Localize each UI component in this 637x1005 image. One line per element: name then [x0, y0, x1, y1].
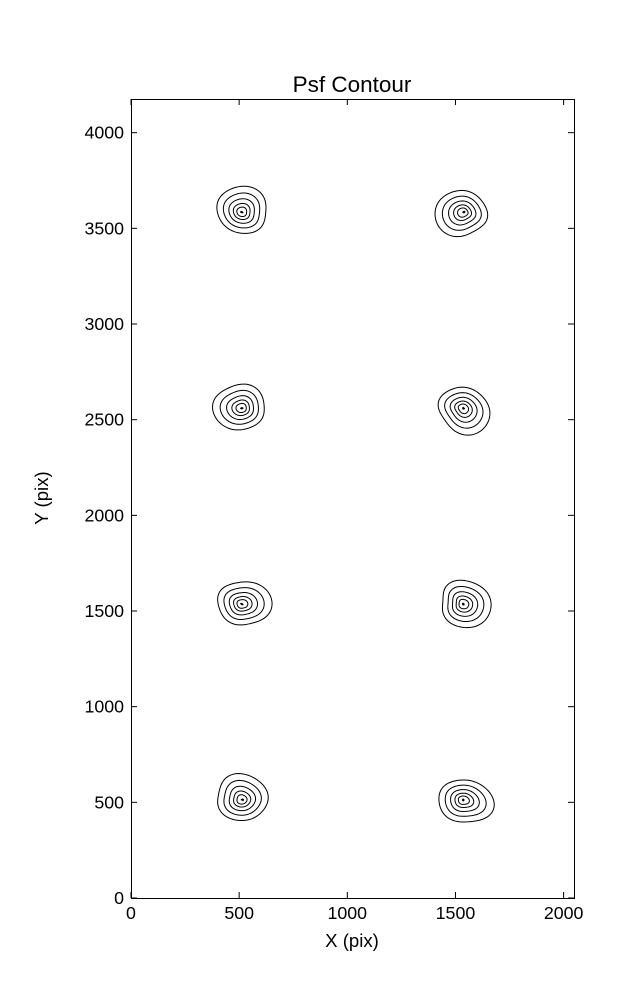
svg-text:2000: 2000	[544, 903, 584, 923]
svg-text:0: 0	[126, 903, 136, 923]
svg-text:0: 0	[114, 888, 124, 908]
svg-text:500: 500	[94, 792, 124, 812]
svg-text:1500: 1500	[436, 903, 476, 923]
svg-text:Psf Contour: Psf Contour	[293, 72, 412, 97]
svg-text:1500: 1500	[84, 601, 124, 621]
svg-text:X (pix): X (pix)	[325, 930, 379, 951]
svg-text:2000: 2000	[84, 505, 124, 525]
svg-text:3500: 3500	[84, 218, 124, 238]
svg-text:Y (pix): Y (pix)	[31, 471, 52, 524]
svg-text:1000: 1000	[84, 697, 124, 717]
svg-text:3000: 3000	[84, 314, 124, 334]
svg-text:1000: 1000	[328, 903, 368, 923]
svg-text:4000: 4000	[84, 123, 124, 143]
svg-text:500: 500	[224, 903, 254, 923]
svg-text:2500: 2500	[84, 410, 124, 430]
